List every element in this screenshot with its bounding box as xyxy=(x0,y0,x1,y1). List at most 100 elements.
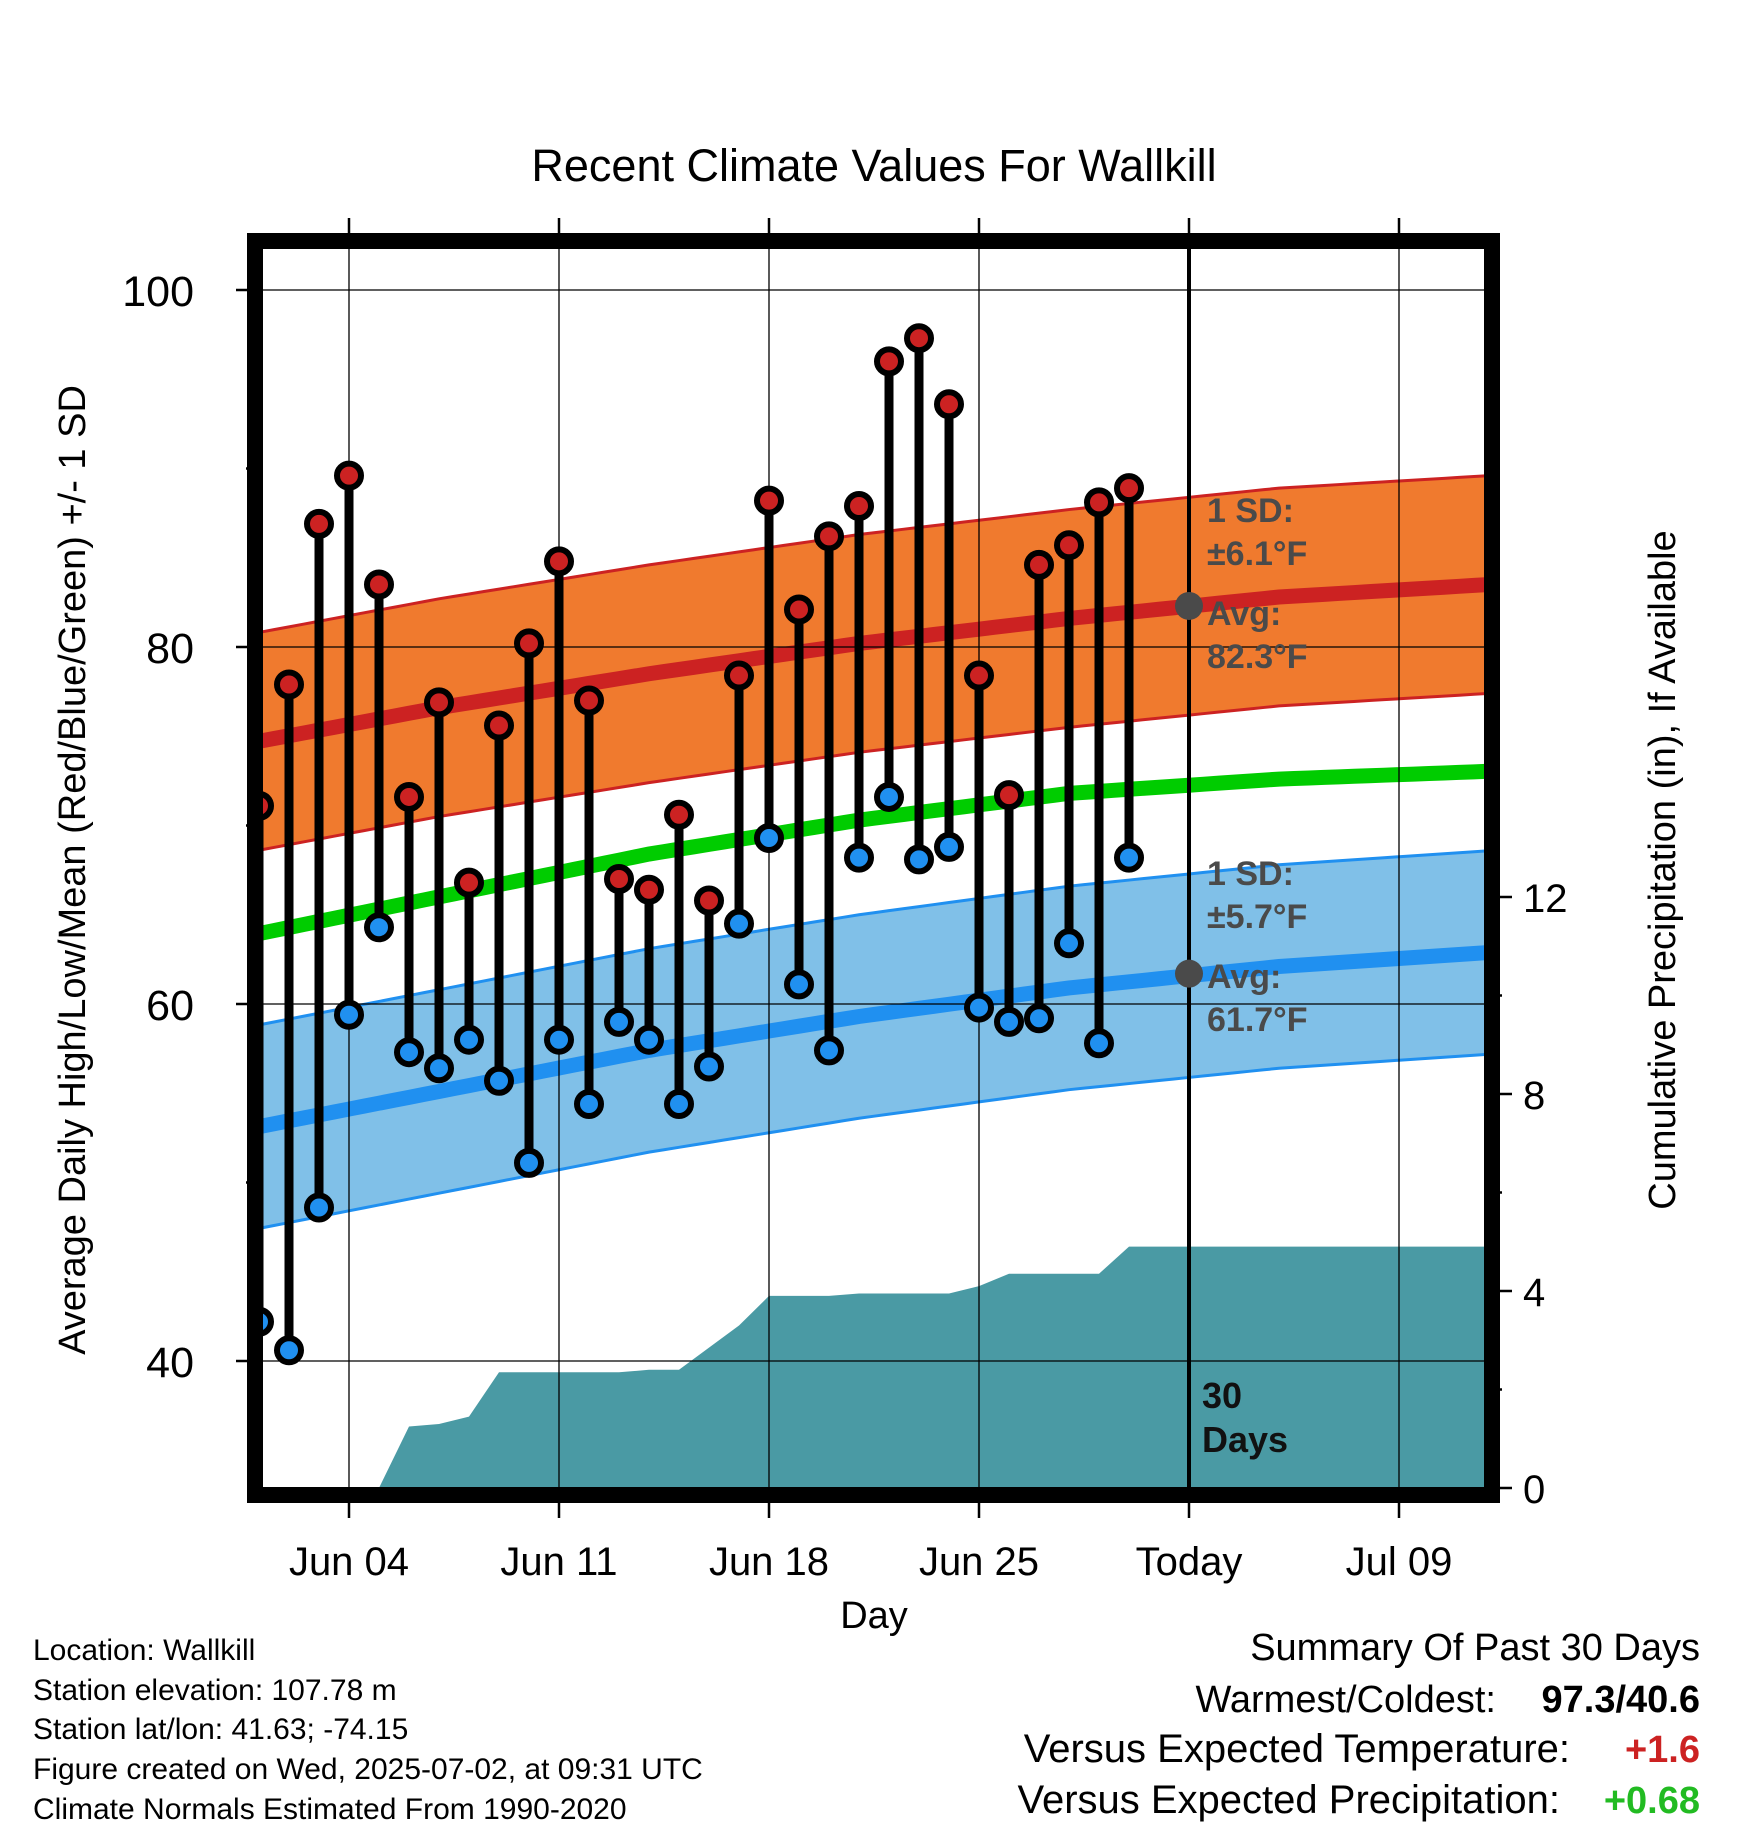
summary-precip-label: Versus Expected Precipitation: xyxy=(1017,1778,1560,1822)
high-sd-label: 1 SD: xyxy=(1207,492,1294,530)
high-point xyxy=(262,791,274,821)
high-point xyxy=(514,628,544,659)
low-point xyxy=(754,822,784,853)
low-point xyxy=(484,1065,514,1096)
low-point xyxy=(934,831,964,862)
summary-temp-value: +1.6 xyxy=(1625,1729,1700,1771)
low-normal-band-lower xyxy=(262,1052,1485,1230)
high-avg-label: Avg: xyxy=(1207,595,1281,633)
x-tick-label: Jun 18 xyxy=(709,1540,829,1584)
low-sd-value: ±5.7°F xyxy=(1207,898,1307,936)
low-point xyxy=(994,1006,1024,1037)
low-avg-label: Avg: xyxy=(1207,958,1281,996)
summary-temp-label: Versus Expected Temperature: xyxy=(1024,1727,1570,1771)
low-point xyxy=(694,1051,724,1082)
high-avg-marker xyxy=(1175,591,1203,620)
high-point xyxy=(874,346,904,377)
x-tick-label: Jun 11 xyxy=(500,1540,617,1584)
high-point xyxy=(1084,487,1114,518)
footer-latlon: Station lat/lon: 41.63; -74.15 xyxy=(33,1713,408,1746)
high-point xyxy=(904,323,934,354)
low-point xyxy=(724,908,754,939)
low-point xyxy=(394,1037,424,1068)
summary-title: Summary Of Past 30 Days xyxy=(1250,1627,1700,1669)
mean-normal-line xyxy=(262,763,1485,941)
precip-area xyxy=(379,1246,1485,1488)
summary-panel: Summary Of Past 30 Days Warmest/Coldest:… xyxy=(1017,1627,1700,1822)
high-point xyxy=(394,781,424,812)
high-point xyxy=(274,669,304,700)
y-axis-label: Average Daily High/Low/Mean (Red/Blue/Gr… xyxy=(52,385,94,1355)
high-point xyxy=(634,874,664,905)
footer-elevation: Station elevation: 107.78 m xyxy=(33,1674,397,1707)
y2-tick-label: 4 xyxy=(1523,1271,1545,1315)
high-point xyxy=(1114,473,1144,504)
high-point xyxy=(844,490,874,521)
footer-info: Location: Wallkill Station elevation: 10… xyxy=(33,1634,703,1826)
high-point xyxy=(1024,549,1054,580)
plot-frame xyxy=(247,233,1500,1503)
low-point xyxy=(784,969,814,1000)
low-normal-line xyxy=(262,945,1485,1134)
low-point xyxy=(274,1335,304,1366)
y2-axis-label: Cumulative Precipitation (in), If Availa… xyxy=(1642,530,1684,1209)
low-avg-value: 61.7°F xyxy=(1207,1001,1308,1039)
low-point xyxy=(304,1192,334,1223)
high-point xyxy=(1054,530,1084,561)
high-point xyxy=(754,485,784,516)
high-avg-value: 82.3°F xyxy=(1207,638,1308,676)
low-point xyxy=(544,1024,574,1055)
high-point xyxy=(574,685,604,716)
low-point xyxy=(1114,842,1144,873)
low-normal-band-upper xyxy=(262,849,1485,1026)
low-point xyxy=(364,912,394,943)
days-label-text: Days xyxy=(1202,1419,1288,1460)
high-point xyxy=(334,460,364,491)
y-tick-label: 80 xyxy=(146,625,194,673)
high-point xyxy=(784,594,814,625)
low-point xyxy=(964,992,994,1023)
chart-title: Recent Climate Values For Wallkill xyxy=(531,140,1216,191)
y-tick-label: 40 xyxy=(146,1339,194,1387)
summary-precip-value: +0.68 xyxy=(1604,1780,1700,1822)
y2-tick-label: 8 xyxy=(1523,1074,1545,1118)
low-point xyxy=(334,999,364,1030)
low-point xyxy=(574,1088,604,1119)
days-label-number: 30 xyxy=(1202,1375,1242,1416)
low-point xyxy=(604,1006,634,1037)
high-point xyxy=(544,546,574,577)
footer-location: Location: Wallkill xyxy=(33,1634,255,1667)
summary-warmest-label: Warmest/Coldest: xyxy=(1195,1679,1496,1721)
high-point xyxy=(934,389,964,420)
high-point xyxy=(964,660,994,691)
low-point xyxy=(1024,1003,1054,1034)
y2-tick-label: 0 xyxy=(1523,1468,1545,1512)
high-normal-band-lower xyxy=(262,692,1485,852)
x-axis-label: Day xyxy=(840,1595,908,1637)
high-point xyxy=(664,799,694,830)
plot-area: 1 SD: ±6.1°F Avg: 82.3°F 1 SD: ±5.7°F Avg: 61.7… xyxy=(122,218,1568,1584)
low-point xyxy=(1054,928,1084,959)
high-point xyxy=(364,569,394,600)
high-point xyxy=(694,885,724,916)
high-normal-band-upper xyxy=(262,474,1485,634)
low-point xyxy=(844,842,874,873)
footer-normals: Climate Normals Estimated From 1990-2020 xyxy=(33,1793,627,1826)
low-point xyxy=(424,1053,454,1084)
high-point xyxy=(604,864,634,895)
high-point xyxy=(454,867,484,898)
x-tick-label: Jun 25 xyxy=(919,1540,1039,1584)
y-tick-label: 100 xyxy=(122,268,194,316)
low-point xyxy=(514,1147,544,1178)
high-point xyxy=(724,660,754,691)
low-point xyxy=(634,1024,664,1055)
footer-created: Figure created on Wed, 2025-07-02, at 09… xyxy=(33,1753,703,1786)
plot-inner xyxy=(262,248,1485,1488)
low-point xyxy=(874,781,904,812)
high-point xyxy=(424,687,454,718)
y2-tick-label: 12 xyxy=(1523,877,1568,921)
low-point xyxy=(664,1088,694,1119)
high-point xyxy=(994,780,1024,811)
low-avg-marker xyxy=(1175,959,1203,988)
